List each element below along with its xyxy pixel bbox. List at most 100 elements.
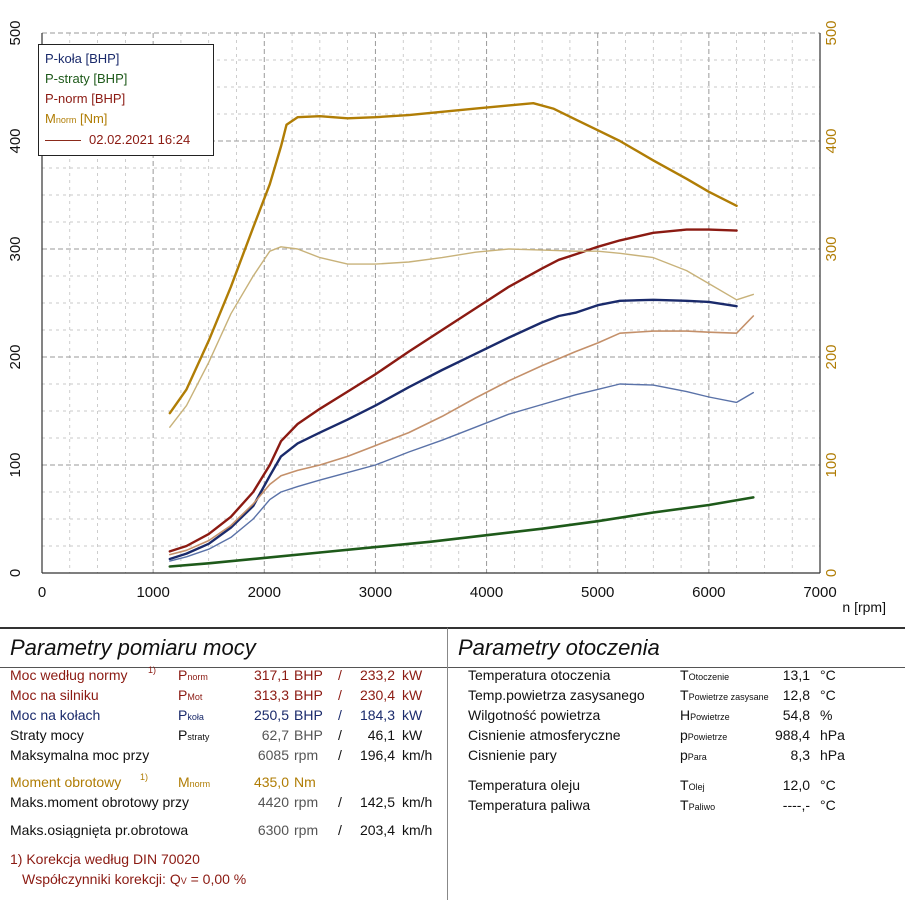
power-row-unit2: km/h xyxy=(402,747,433,763)
power-row-unit2: kW xyxy=(402,687,423,703)
power-row-symbol-subscript: norm xyxy=(187,672,208,682)
ambient-row-label: Temperatura oleju xyxy=(468,777,581,793)
power-row-value2: 233,2 xyxy=(359,667,395,683)
power-row-value1: 4420 xyxy=(257,794,289,810)
ambient-row-symbol-subscript: Otoczenie xyxy=(688,672,730,682)
power-row: Maks.osiągnięta pr.obrotowa 6300 rpm / 203,4… xyxy=(0,822,447,842)
ambient-row: Cisnienie pary pPara 8,3 hPa xyxy=(448,747,905,767)
power-row-unit1: rpm xyxy=(294,747,319,763)
chart-legend: P-koła [BHP] P-straty [BHP] P-norm [BHP]… xyxy=(38,44,214,156)
power-row-symbol: Pkoła xyxy=(178,707,204,723)
series-line-5 xyxy=(169,383,754,562)
ambient-row: Wilgotność powietrza HPowietrze 54,8% xyxy=(448,707,905,727)
power-row-value1: 62,7 xyxy=(261,727,289,743)
power-row-separator: / xyxy=(338,707,342,723)
power-row-value1: 317,1 xyxy=(253,667,289,683)
footnote-marker: 1) xyxy=(148,665,157,675)
power-row-symbol: Mnorm xyxy=(178,774,211,790)
power-row: Straty mocy Pstraty 62,7 BHP / 46,1 kW xyxy=(0,727,447,747)
ambient-row-value: 8,3 xyxy=(790,747,810,763)
ambient-row-symbol-subscript: Powietrze xyxy=(687,732,728,742)
legend-p-kola: P-koła [BHP] xyxy=(45,51,120,66)
power-row-separator: / xyxy=(338,687,342,703)
power-row-value2: 184,3 xyxy=(359,707,395,723)
power-row-unit1: BHP xyxy=(294,667,323,683)
x-axis-label: n [rpm] xyxy=(842,599,886,615)
x-tick-label: 6000 xyxy=(692,584,725,601)
ambient-row: Temperatura otoczenia TOtoczenie 13,1 °C xyxy=(448,667,905,687)
ambient-row-symbol-subscript: Para xyxy=(687,752,707,762)
power-row-unit1: rpm xyxy=(294,822,319,838)
power-row-unit2: kW xyxy=(402,727,423,743)
legend-date: 02.02.2021 16:24 xyxy=(89,132,191,147)
ambient-row-value: 54,8 xyxy=(782,707,810,723)
y-tick-label-left: 100 xyxy=(7,452,24,477)
x-tick-label: 2000 xyxy=(248,584,281,601)
legend-m-norm: Mnorm [Nm] xyxy=(45,111,108,126)
ambient-row: Temperatura oleju TOlej 12,0 °C xyxy=(448,777,905,797)
ambient-row-symbol: TPaliwo xyxy=(680,797,716,813)
ambient-row-unit: °C xyxy=(820,797,836,813)
y-tick-label-right: 300 xyxy=(823,236,840,261)
x-tick-label: 4000 xyxy=(470,584,503,601)
power-row-symbol-subscript: straty xyxy=(187,732,210,742)
power-row-value2: 142,5 xyxy=(359,794,395,810)
x-tick-label: 5000 xyxy=(581,584,614,601)
legend-line-swatch xyxy=(45,139,81,141)
ambient-row-unit: % xyxy=(820,707,833,723)
power-row-separator: / xyxy=(338,747,342,763)
power-row-symbol: PMot xyxy=(178,687,203,703)
power-row: Moment obrotowy 1) Mnorm 435,0 Nm xyxy=(0,772,447,794)
ambient-row-value: 12,8 xyxy=(782,687,810,703)
ambient-row-symbol-subscript: Powietrze xyxy=(690,712,730,722)
ambient-row-value: ----,- xyxy=(782,797,810,813)
series-line-2 xyxy=(168,228,738,553)
footnote-din: 1) Korekcja według DIN 70020 xyxy=(10,851,200,867)
ambient-row-symbol: TPowietrze zasysane xyxy=(680,687,769,703)
power-row-symbol-subscript: koła xyxy=(187,712,204,722)
legend-p-norm: P-norm [BHP] xyxy=(45,91,126,106)
dyno-chart: 0 1000 2000 3000 4000 5000 6000 700001002003004… xyxy=(7,20,886,615)
series-line-1 xyxy=(168,496,755,568)
chart-series xyxy=(168,101,755,568)
ambient-row-symbol: pPowietrze xyxy=(680,727,728,743)
power-row-value1: 313,3 xyxy=(253,687,289,703)
power-row-value1: 250,5 xyxy=(253,707,289,723)
ambient-row-label: Wilgotność powietrza xyxy=(468,707,601,723)
ambient-panel-title: Parametry otoczenia xyxy=(448,629,905,668)
y-tick-label-right: 500 xyxy=(823,20,840,45)
power-row-value2: 196,4 xyxy=(359,747,395,763)
power-row: Moc na silniku PMot 313,3 BHP / 230,4 kW xyxy=(0,687,447,707)
footnote-marker: 1) xyxy=(140,772,149,782)
power-row-unit2: kW xyxy=(402,667,423,683)
ambient-row: Temperatura paliwa TPaliwo ----,- °C xyxy=(448,797,905,817)
y-tick-label-left: 200 xyxy=(7,344,24,369)
ambient-row-unit: °C xyxy=(820,667,836,683)
ambient-parameters-panel: Parametry otoczenia Temperatura otoczeni… xyxy=(448,627,905,900)
y-tick-label-right: 400 xyxy=(823,128,840,153)
power-row: Maksymalna moc przy 6085 rpm / 196,4 km/h xyxy=(0,747,447,767)
ambient-row-label: Cisnienie atmosferyczne xyxy=(468,727,621,743)
legend-p-straty: P-straty [BHP] xyxy=(45,71,128,86)
chart-ticks: 0 1000 2000 3000 4000 5000 6000 700001002003004… xyxy=(7,20,886,615)
x-tick-label: 7000 xyxy=(803,584,836,601)
ambient-row-symbol: HPowietrze xyxy=(680,707,730,723)
power-row-unit2: km/h xyxy=(402,822,433,838)
ambient-row-symbol-subscript: Powietrze zasysane xyxy=(688,692,769,702)
ambient-row-unit: °C xyxy=(820,687,836,703)
ambient-row-value: 12,0 xyxy=(782,777,810,793)
ambient-row-label: Temperatura otoczenia xyxy=(468,667,611,683)
y-tick-label-right: 0 xyxy=(823,569,840,577)
power-row-unit1: Nm xyxy=(294,774,316,790)
ambient-row: Cisnienie atmosferyczne pPowietrze 988,4 hP… xyxy=(448,727,905,747)
power-row-label: Moc na silniku xyxy=(10,687,99,703)
power-row: Moc według normy 1) Pnorm 317,1 BHP / 233,2 kW xyxy=(0,665,447,687)
power-panel-title: Parametry pomiaru mocy xyxy=(0,629,447,668)
power-row-symbol-subscript: Mot xyxy=(187,692,203,702)
ambient-row-symbol: pPara xyxy=(680,747,707,763)
ambient-row-label: Cisnienie pary xyxy=(468,747,557,763)
series-line-6 xyxy=(169,246,754,428)
ambient-row: Temp.powietrza zasysanego TPowietrze zasy… xyxy=(448,687,905,707)
power-row-unit2: km/h xyxy=(402,794,433,810)
power-row-value2: 230,4 xyxy=(359,687,395,703)
